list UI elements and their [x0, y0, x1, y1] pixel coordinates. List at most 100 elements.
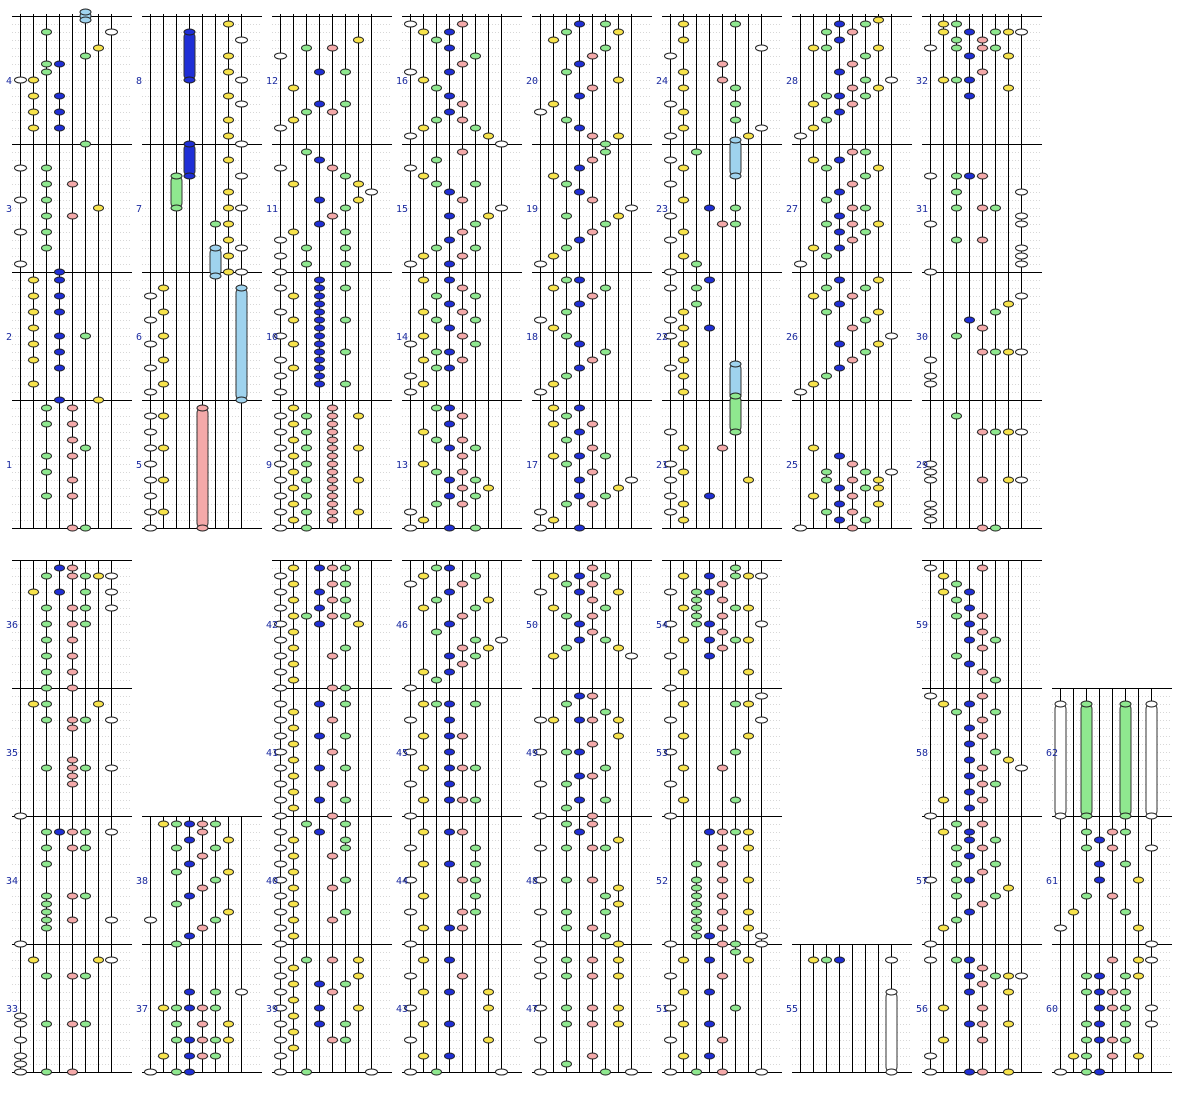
tap-note	[990, 860, 1001, 868]
measure-number: 37	[136, 1004, 148, 1015]
tap-note	[444, 404, 455, 412]
tap-note	[67, 764, 78, 772]
tap-note	[600, 892, 611, 900]
tap-note	[574, 300, 585, 308]
measure-number: 10	[266, 332, 278, 343]
tap-note	[93, 396, 104, 404]
tap-note	[847, 28, 858, 36]
tap-note	[743, 844, 754, 852]
tap-note	[938, 76, 949, 84]
tap-note	[404, 780, 417, 788]
tap-note	[404, 508, 417, 516]
tap-note	[977, 476, 988, 484]
tap-note	[964, 92, 975, 100]
tap-note	[1003, 884, 1014, 892]
tap-note	[625, 204, 638, 212]
tap-note	[600, 908, 611, 916]
tap-note	[353, 508, 364, 516]
tap-note	[534, 940, 547, 948]
tap-note	[184, 860, 195, 868]
tap-note	[860, 92, 871, 100]
tap-note	[664, 780, 677, 788]
tap-note	[404, 908, 417, 916]
tap-note	[964, 588, 975, 596]
tap-note	[457, 612, 468, 620]
tap-note	[41, 636, 52, 644]
tap-note	[704, 828, 715, 836]
tap-note	[301, 820, 312, 828]
tap-note	[860, 468, 871, 476]
tap-note	[54, 60, 65, 68]
tap-note	[1094, 1020, 1105, 1028]
tap-note	[314, 220, 325, 228]
tap-note	[847, 508, 858, 516]
tap-note	[41, 684, 52, 692]
tap-note	[1003, 476, 1014, 484]
tap-note	[821, 252, 832, 260]
tap-note	[28, 92, 39, 100]
tap-note	[1054, 924, 1067, 932]
tap-note	[80, 572, 91, 580]
tap-note	[1107, 1052, 1118, 1060]
tap-note	[704, 932, 715, 940]
tap-note	[534, 260, 547, 268]
tap-note	[444, 1020, 455, 1028]
tap-note	[105, 956, 118, 964]
tap-note	[340, 844, 351, 852]
tap-note	[314, 316, 325, 324]
tap-note	[821, 196, 832, 204]
tap-note	[404, 524, 417, 532]
tap-note	[534, 812, 547, 820]
tap-note	[964, 756, 975, 764]
tap-note	[327, 412, 338, 420]
tap-note	[755, 572, 768, 580]
tap-note	[977, 844, 988, 852]
tap-note	[678, 956, 689, 964]
tap-note	[14, 1060, 27, 1068]
tap-note	[41, 28, 52, 36]
tap-note	[977, 1068, 988, 1076]
tap-note	[444, 732, 455, 740]
tap-note	[288, 316, 299, 324]
tap-note	[404, 716, 417, 724]
tap-note	[457, 764, 468, 772]
tap-note	[274, 1036, 287, 1044]
tap-note	[67, 652, 78, 660]
tap-note	[28, 700, 39, 708]
tap-note	[600, 604, 611, 612]
tap-note	[327, 596, 338, 604]
tap-note	[314, 292, 325, 300]
tap-note	[1094, 860, 1105, 868]
tap-note	[548, 572, 559, 580]
tap-note	[704, 492, 715, 500]
tap-note	[288, 708, 299, 716]
tap-note	[600, 708, 611, 716]
tap-note	[691, 892, 702, 900]
tap-note	[821, 308, 832, 316]
tap-note	[444, 716, 455, 724]
tap-note	[457, 284, 468, 292]
tap-note	[301, 444, 312, 452]
tap-note	[821, 28, 832, 36]
tap-note	[964, 876, 975, 884]
tap-note	[301, 956, 312, 964]
tap-note	[340, 612, 351, 620]
tap-note	[340, 796, 351, 804]
tap-note	[274, 812, 287, 820]
tap-note	[274, 460, 287, 468]
tap-note	[274, 860, 287, 868]
tap-note	[587, 156, 598, 164]
tap-note	[171, 1020, 182, 1028]
tap-note	[470, 492, 481, 500]
tap-note	[678, 228, 689, 236]
tap-note	[534, 316, 547, 324]
tap-note	[314, 796, 325, 804]
tap-note	[664, 460, 677, 468]
tap-note	[860, 148, 871, 156]
tap-note	[54, 276, 65, 284]
tap-note	[470, 860, 481, 868]
tap-note	[14, 196, 27, 204]
tap-note	[587, 500, 598, 508]
measure-number: 35	[6, 748, 18, 759]
tap-note	[951, 204, 962, 212]
